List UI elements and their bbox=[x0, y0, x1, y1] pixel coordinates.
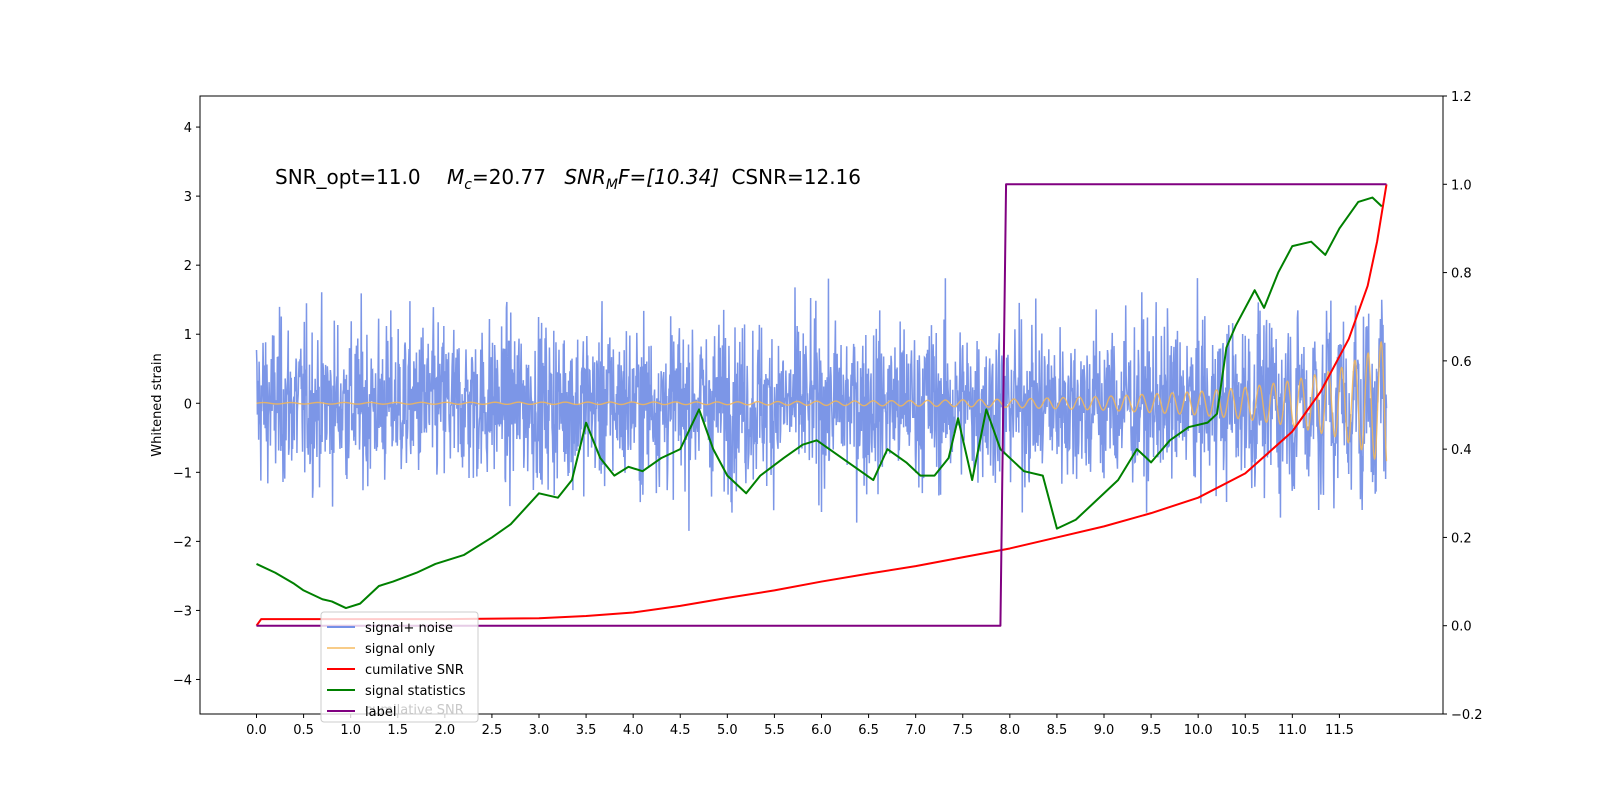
x-tick-label: 7.0 bbox=[905, 723, 926, 738]
x-tick-label: 10.0 bbox=[1184, 723, 1213, 738]
y-axis-label: Whitened strain bbox=[150, 353, 165, 456]
y-left-tick-label: 2 bbox=[184, 259, 192, 274]
legend-frame bbox=[320, 611, 479, 723]
legend-entries: signal+ noise signal only cumilative SNR si… bbox=[327, 621, 466, 720]
x-tick-label: 9.0 bbox=[1094, 723, 1115, 738]
legend-label: cumilative SNR bbox=[365, 663, 464, 678]
chart-annotation: SNR_opt=11.0 Mc=20.77 SNRMF=[10.34] CSNR… bbox=[275, 165, 861, 193]
x-tick-label: 5.0 bbox=[717, 723, 738, 738]
y-left-tick-label: −4 bbox=[173, 673, 192, 688]
annotation-snr-opt: SNR_opt=11.0 bbox=[275, 165, 421, 189]
x-tick-label: 0.5 bbox=[293, 723, 314, 738]
x-tick-label: 9.5 bbox=[1141, 723, 1162, 738]
x-tick-label: 8.5 bbox=[1047, 723, 1068, 738]
annotation-mc-subscript: c bbox=[464, 177, 472, 193]
y-left-tick-label: 0 bbox=[184, 397, 192, 412]
y-left-tick-label: 4 bbox=[184, 121, 192, 136]
x-tick-label: 1.5 bbox=[387, 723, 408, 738]
x-tick-label: 2.5 bbox=[482, 723, 503, 738]
y-axis-right: 1.2 1.0 0.8 0.6 0.4 0.2 0.0 −0.2 bbox=[1443, 90, 1483, 723]
x-tick-label: 6.0 bbox=[811, 723, 832, 738]
x-tick-label: 3.0 bbox=[529, 723, 550, 738]
y-right-tick-label: 1.0 bbox=[1451, 178, 1472, 193]
series-label bbox=[256, 183, 1387, 627]
annotation-csnr: CSNR=12.16 bbox=[731, 165, 861, 189]
x-tick-label: 4.5 bbox=[670, 723, 691, 738]
x-tick-label: 4.0 bbox=[623, 723, 644, 738]
annotation-snrmf-symbol: SNR bbox=[564, 165, 606, 189]
annotation-snrmf-tail: F=[10.34] bbox=[618, 165, 719, 189]
y-axis-left: 4 3 2 1 0 −1 −2 −3 −4 bbox=[173, 121, 200, 688]
x-tick-label: 1.0 bbox=[340, 723, 361, 738]
annotation-mc-value: =20.77 bbox=[472, 165, 546, 189]
x-tick-label: 10.5 bbox=[1231, 723, 1260, 738]
legend-label: signal statistics bbox=[365, 684, 466, 699]
series-layer bbox=[255, 183, 1388, 627]
legend: cumilative SNR signal+ noise signal only c… bbox=[320, 611, 479, 723]
annotation-snrmf-subscript: M bbox=[606, 177, 618, 193]
y-right-tick-label: 0.6 bbox=[1451, 355, 1472, 370]
series-signal-only bbox=[256, 340, 1388, 462]
y-left-tick-label: −1 bbox=[173, 466, 192, 481]
x-tick-label: 7.5 bbox=[952, 723, 973, 738]
legend-ghost-label: cumilative SNR bbox=[365, 703, 464, 718]
x-tick-label: 0.0 bbox=[246, 723, 267, 738]
x-tick-label: 5.5 bbox=[764, 723, 785, 738]
series-cumulative-snr bbox=[255, 184, 1388, 627]
x-tick-label: 11.0 bbox=[1278, 723, 1307, 738]
y-right-tick-label: 0.4 bbox=[1451, 443, 1472, 458]
annotation-mc-symbol: M bbox=[447, 165, 464, 189]
y-left-tick-label: 1 bbox=[184, 328, 192, 343]
x-tick-label: 3.5 bbox=[576, 723, 597, 738]
x-tick-label: 6.5 bbox=[858, 723, 879, 738]
legend-label: signal only bbox=[365, 642, 435, 657]
series-signal-noise bbox=[255, 278, 1388, 531]
legend-label: label bbox=[365, 705, 396, 720]
y-left-tick-label: −2 bbox=[173, 535, 192, 550]
y-right-tick-label: 0.2 bbox=[1451, 531, 1472, 546]
y-right-tick-label: 1.2 bbox=[1451, 90, 1472, 105]
y-left-tick-label: 3 bbox=[184, 190, 192, 205]
y-right-tick-label: 0.0 bbox=[1451, 620, 1472, 635]
legend-label: signal+ noise bbox=[365, 621, 453, 636]
x-tick-label: 2.0 bbox=[434, 723, 455, 738]
y-right-tick-label: 0.8 bbox=[1451, 267, 1472, 282]
x-tick-label: 11.5 bbox=[1325, 723, 1354, 738]
series-signal-statistics bbox=[256, 196, 1383, 610]
y-right-tick-label: −0.2 bbox=[1451, 708, 1483, 723]
y-left-tick-label: −3 bbox=[173, 604, 192, 619]
x-tick-label: 8.0 bbox=[999, 723, 1020, 738]
x-axis: 0.0 0.5 1.0 1.5 2.0 2.5 3.0 3.5 4.0 4.5 5.0 5.5 6.0 6… bbox=[246, 714, 1354, 738]
